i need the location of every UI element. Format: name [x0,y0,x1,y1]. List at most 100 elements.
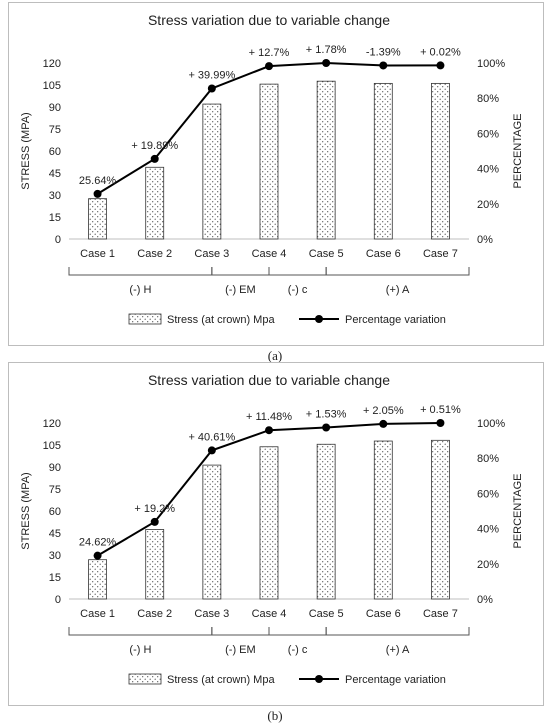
y2-tick-label: 0% [477,594,493,606]
x-tick-label: Case 7 [423,608,458,620]
x-tick-label: Case 7 [423,248,458,260]
group-bracket-a [325,267,470,276]
chart-a-svg: Stress variation due to variable change 0… [20,12,524,326]
chart-b-svg: Stress variation due to variable change 0… [20,372,524,686]
bar-3 [202,103,222,240]
group-bracket-c [268,627,327,636]
x-tick-label: Case 5 [309,608,344,620]
legend-label-percentage: Percentage variation [345,674,446,686]
y-tick-label: 0 [55,234,61,246]
y-tick-label: 15 [49,572,61,584]
y-tick-label: 30 [49,190,61,202]
percentage-point-6 [379,419,388,428]
percentage-point-5 [322,423,331,432]
percentage-point-1 [93,551,102,560]
percentage-point-7 [436,61,445,70]
data-label-7: + 0.51% [420,404,461,416]
percentage-point-4 [265,426,273,435]
x-tick-label: Case 3 [194,248,229,260]
legend-label-stress: Stress (at crown) Mpa [167,674,275,686]
x-tick-label: Case 6 [366,248,401,260]
group-bracket-c [268,267,327,276]
percentage-point-1 [93,189,102,198]
x-tick-label: Case 1 [80,608,115,620]
y-tick-label: 90 [49,102,61,114]
y2-tick-label: 20% [477,559,499,571]
data-label-3: + 39.99% [188,69,235,81]
y-tick-label: 90 [49,462,61,474]
x-tick-label: Case 3 [194,608,229,620]
y2-tick-label: 60% [477,488,499,500]
group-label-c: (-) c [288,644,308,656]
y-tick-label: 30 [49,550,61,562]
x-tick-label: Case 6 [366,608,401,620]
y2-tick-label: 100% [477,58,505,70]
bar-7 [431,82,450,240]
chart-panel-a: Stress variation due to variable change 0… [8,2,544,346]
panel-label-b: (b) [267,708,283,723]
y-tick-label: 120 [43,58,61,70]
y-tick-label: 45 [49,528,61,540]
bar-6 [373,82,393,240]
y-axis-title: STRESS (MPA) [20,472,32,549]
y2-tick-label: 40% [477,524,499,536]
percentage-point-2 [150,154,159,163]
chart-panel-b: Stress variation due to variable change 0… [8,362,544,706]
group-bracket-a [325,627,470,636]
y2-tick-label: 80% [477,453,499,465]
y-tick-label: 105 [43,80,61,92]
y2-tick-label: 80% [477,93,499,105]
group-bracket-em [211,267,270,276]
y-tick-label: 0 [55,594,61,606]
bar-4 [259,446,279,600]
y2-axis-title: PERCENTAGE [512,114,524,189]
data-label-6: + 2.05% [363,405,404,417]
y-tick-label: 75 [49,124,61,136]
y2-tick-label: 60% [477,128,499,140]
x-tick-label: Case 4 [252,248,287,260]
data-label-5: + 1.78% [306,44,347,56]
data-label-4: + 11.48% [246,411,292,423]
data-label-1: 24.62% [79,537,117,549]
legend-swatch-marker [315,315,323,323]
data-label-1: 25.64% [79,175,117,187]
bar-1 [88,559,107,600]
legend-label-stress: Stress (at crown) Mpa [167,314,275,326]
bar-2 [145,166,165,240]
group-label-c: (-) c [288,284,308,296]
data-label-2: + 19.89% [131,140,178,152]
percentage-point-5 [322,59,331,67]
y-tick-label: 120 [43,418,61,430]
group-label-em: (-) EM [225,644,256,656]
data-label-4: + 12.7% [249,47,290,59]
data-label-5: + 1.53% [306,409,347,421]
percentage-point-2 [150,517,159,526]
x-tick-label: Case 2 [137,608,172,620]
percentage-point-3 [207,446,216,455]
percentage-point-4 [265,62,273,71]
x-tick-label: Case 1 [80,248,115,260]
x-tick-label: Case 5 [309,248,344,260]
bar-7 [431,439,450,600]
data-label-6: -1.39% [366,46,401,58]
group-bracket-h [68,627,213,636]
legend-swatch-marker [315,675,323,683]
group-bracket-em [211,627,270,636]
data-label-3: + 40.61% [188,431,235,443]
bar-3 [202,464,222,600]
y2-tick-label: 20% [477,199,499,211]
bar-5 [316,80,336,240]
legend-label-percentage: Percentage variation [345,314,446,326]
percentage-point-3 [207,84,216,93]
y-tick-label: 60 [49,506,61,518]
y-axis-title: STRESS (MPA) [20,112,32,189]
x-tick-label: Case 2 [137,248,172,260]
bar-6 [373,440,393,600]
legend-swatch-stress [128,673,162,685]
group-bracket-h [68,267,213,276]
group-label-a: (+) A [386,284,410,296]
group-label-h: (-) H [129,644,151,656]
y-tick-label: 105 [43,440,61,452]
data-label-2: + 19.2% [134,503,175,515]
y-tick-label: 15 [49,212,61,224]
